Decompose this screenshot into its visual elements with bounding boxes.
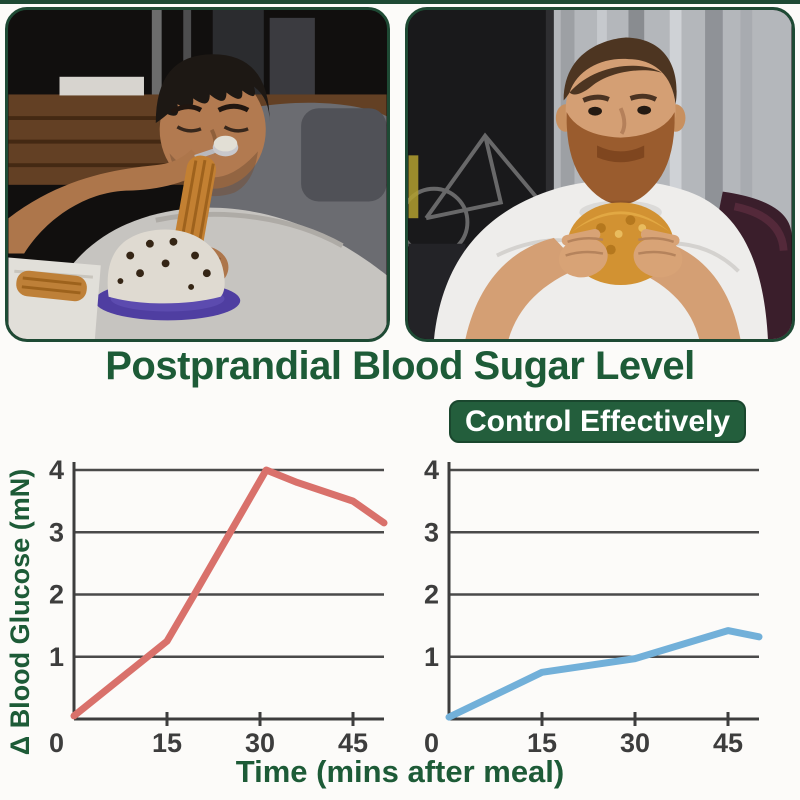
svg-text:15: 15 xyxy=(152,728,182,758)
top-green-divider xyxy=(0,0,800,4)
svg-text:30: 30 xyxy=(620,728,650,758)
line-chart-controlled: 0 1 2 3 4 15 30 45 xyxy=(424,455,763,758)
page-title: Postprandial Blood Sugar Level xyxy=(105,344,695,388)
svg-text:4: 4 xyxy=(424,455,439,485)
line-chart-uncontrolled: 0 1 2 3 4 15 30 45 xyxy=(49,455,388,758)
svg-text:2: 2 xyxy=(424,580,439,610)
svg-text:30: 30 xyxy=(245,728,275,758)
burger-eating-illustration xyxy=(408,10,792,339)
photo-overeating-desserts xyxy=(5,7,390,342)
svg-text:3: 3 xyxy=(424,517,439,547)
control-effectively-badge: Control Effectively xyxy=(449,400,746,443)
svg-text:0: 0 xyxy=(424,728,439,758)
svg-text:15: 15 xyxy=(527,728,557,758)
y-axis-label: Δ Blood Glucose (mN) xyxy=(5,468,35,756)
svg-text:1: 1 xyxy=(49,642,64,672)
x-axis-label: Time (mins after meal) xyxy=(235,754,565,789)
dessert-binge-illustration xyxy=(8,10,387,339)
svg-text:3: 3 xyxy=(49,517,64,547)
svg-text:1: 1 xyxy=(424,642,439,672)
svg-text:2: 2 xyxy=(49,580,64,610)
svg-text:4: 4 xyxy=(49,455,64,485)
svg-text:0: 0 xyxy=(49,728,64,758)
photo-eating-burger xyxy=(405,7,795,342)
svg-text:45: 45 xyxy=(713,728,743,758)
svg-text:45: 45 xyxy=(338,728,368,758)
